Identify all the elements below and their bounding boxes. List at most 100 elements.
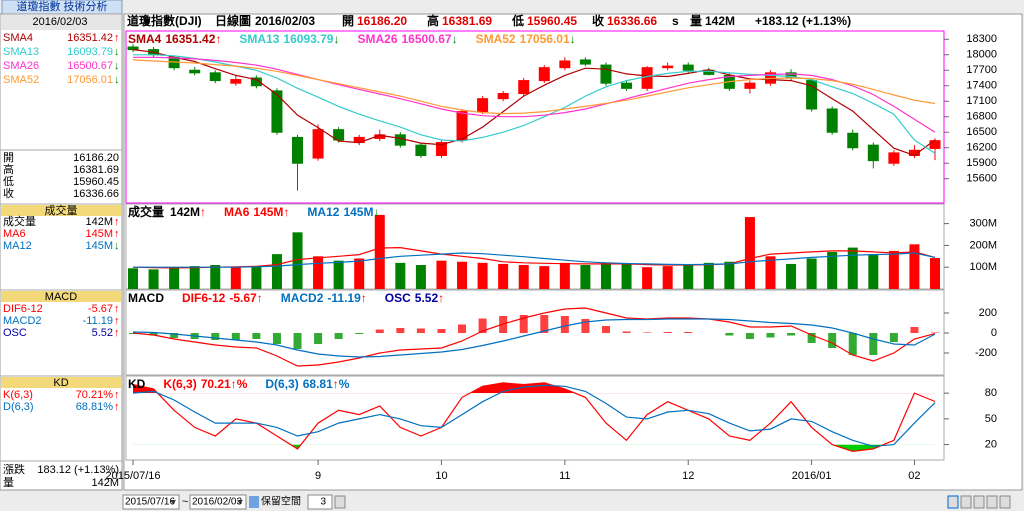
info-name: OSC [3,327,27,339]
icon[interactable] [947,495,959,509]
volume-bar [765,256,776,289]
value: 16336.66 [73,188,119,200]
volume-bar [559,262,570,289]
start-date[interactable]: 2015/07/16 [125,497,175,508]
info-name: MA12 [3,240,32,252]
unit: % [103,389,113,401]
value: 17056.01 [67,74,113,86]
value: 16336.66 [607,14,657,28]
header: 道瓊指數(DJI) 日線圖 2016/02/03 開 16186.20 高 16… [127,13,851,28]
osc-bar [231,333,240,340]
candle-body [662,65,674,69]
info-name: DIF6-12 [3,303,43,315]
x-tick-label: 12 [682,470,694,482]
candle-body [456,111,468,141]
legend-value: -11.19 [327,291,361,305]
volume-bar [600,262,611,289]
volume-bar [518,265,529,289]
volume-bar [354,258,365,289]
legend: KD K(6,3) 70.21↑% D(6,3) 68.81↑% [128,377,350,391]
candle-body [579,59,591,65]
osc-bar [725,333,734,336]
info-panel [0,13,123,491]
volume-bar [436,260,447,289]
volume-bar [724,261,735,289]
panel [125,375,945,461]
legend-value: 145M [343,205,373,219]
osc-bar [170,333,179,338]
legend-name: MACD2 [281,291,324,305]
dropdown-icon[interactable] [237,500,243,504]
volume-bar [662,266,673,289]
tab-label[interactable]: 道瓊指數 技術分析 [16,0,107,13]
arrow: ↑ [333,377,339,391]
info-value: 17056.01 [67,74,113,86]
volume-bar [395,262,406,289]
candle-body [621,82,633,89]
volume-bar [271,254,282,289]
section-title: MACD [45,291,77,303]
x-tick-label: 9 [315,470,321,482]
value: 16093.79 [67,46,113,58]
candle-body [682,64,694,71]
value: 5.52 [92,327,113,339]
icon[interactable] [986,495,998,509]
label: 高 [3,162,14,176]
icon[interactable] [960,495,972,509]
label: 低 [3,175,14,188]
volume-bar [806,258,817,289]
osc-bar [889,333,898,342]
icon[interactable] [249,496,259,508]
label: 收 [3,186,14,200]
volume-bar [189,266,200,289]
line [132,49,936,157]
osc-bar [519,315,528,333]
toolbar: 2015/07/16 ~ 2016/02/03 保留空間 3 [122,494,1011,510]
volume-bar [415,265,426,289]
value: 16351.42 [67,32,113,44]
candle-body [292,136,304,164]
info-value: 68.81% [76,401,114,413]
candle-body [271,90,283,133]
y-tick-label: 0 [991,327,997,339]
value: 15960.45 [527,14,577,28]
osc-bar [828,333,837,348]
icon[interactable] [334,495,346,509]
y-tick-label: -200 [975,347,997,359]
candle-body [333,129,345,141]
info-name: D(6,3) [3,401,34,413]
icon[interactable] [973,495,985,509]
candle-body [415,144,427,156]
info-value: 70.21% [76,389,114,401]
candle-body [518,80,530,94]
legend-value: 68.81 [303,377,333,391]
candle-body [847,132,859,149]
arrow: ↓ [373,205,379,219]
osc-bar [581,319,590,333]
candle-body [477,98,489,113]
label: 收 [592,13,604,28]
arrow: ↑ [114,32,120,44]
reserve-value[interactable]: 3 [320,497,326,508]
osc-bar [334,333,343,339]
y-tick-label: 200M [969,239,997,251]
end-select[interactable] [189,494,247,510]
osc-bar [643,332,652,333]
date-box [1,15,121,30]
info-name: 成交量 [3,214,36,228]
start-select[interactable] [122,494,180,510]
info-value: 145M [85,240,113,252]
volume-bar [703,262,714,289]
reserve-input[interactable] [307,494,333,510]
legend-name: SMA52 [476,32,516,46]
dropdown-icon[interactable] [170,500,176,504]
osc-bar [787,333,796,336]
end-date[interactable]: 2016/02/03 [192,497,242,508]
icon[interactable] [999,495,1011,509]
legend-name: MA12 [307,205,339,219]
info-value: 16093.79 [67,46,113,58]
label: 漲跌 [3,462,25,476]
candle-body [888,152,900,164]
candle-body [744,82,756,89]
